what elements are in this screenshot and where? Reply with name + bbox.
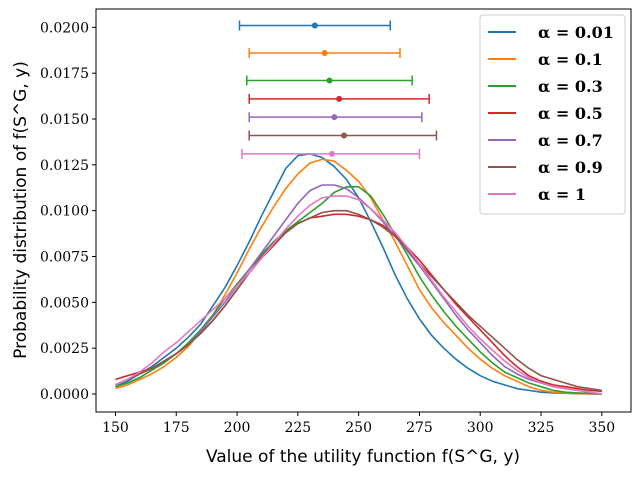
legend: α = 0.01 α = 0.1 α = 0.3 α = 0.5 α = 0.7 α = … <box>479 14 626 215</box>
series-line-2 <box>115 186 602 395</box>
error-bar-6 <box>241 148 421 159</box>
legend-item-1: α = 0.1 <box>488 50 603 69</box>
legend-item-0: α = 0.01 <box>488 23 614 42</box>
error-bar-4 <box>248 112 423 123</box>
x-axis-label: Value of the utility function f(S^G, y) <box>206 447 520 467</box>
y-tick-label: 0.0125 <box>40 158 89 174</box>
legend-item-2: α = 0.3 <box>488 77 603 96</box>
x-tick-label: 325 <box>528 420 555 436</box>
series-line-6 <box>115 195 602 395</box>
legend-item-5: α = 0.9 <box>488 158 603 177</box>
y-tick-label: 0.0025 <box>40 341 89 357</box>
x-tick-label: 175 <box>163 420 190 436</box>
legend-label: α = 0.1 <box>538 50 603 69</box>
error-bar-point-1 <box>321 50 328 57</box>
x-tick-label: 150 <box>102 420 129 436</box>
legend-item-3: α = 0.5 <box>488 104 603 123</box>
error-bar-2 <box>246 75 413 86</box>
legend-label: α = 0.9 <box>538 158 603 177</box>
y-tick-label: 0.0150 <box>40 112 89 128</box>
legend-label: α = 0.3 <box>538 77 603 96</box>
error-bar-point-2 <box>326 77 333 84</box>
error-bars <box>238 20 438 159</box>
error-bar-5 <box>248 130 438 141</box>
y-axis-label: Probability distribution of f(S^G, y) <box>11 61 31 359</box>
error-bar-point-3 <box>336 95 343 102</box>
x-tick-label: 275 <box>406 420 433 436</box>
error-bar-point-6 <box>328 150 335 157</box>
y-tick-label: 0.0100 <box>40 204 89 220</box>
legend-item-4: α = 0.7 <box>488 131 603 150</box>
legend-item-6: α = 1 <box>488 185 586 204</box>
legend-label: α = 0.7 <box>538 131 603 150</box>
y-axis-ticks: 0.0000 0.0025 0.0050 0.0075 0.0100 0.0125 0.01… <box>40 20 96 403</box>
y-tick-label: 0.0075 <box>40 250 89 266</box>
legend-label: α = 0.01 <box>538 23 614 42</box>
x-axis-ticks: 150 175 200 225 250 275 300 325 350 <box>102 412 615 436</box>
y-tick-label: 0.0175 <box>40 66 89 82</box>
legend-box <box>479 14 626 215</box>
x-tick-label: 300 <box>467 420 494 436</box>
x-tick-label: 200 <box>224 420 251 436</box>
series-line-4 <box>115 184 602 395</box>
y-tick-label: 0.0200 <box>40 20 89 36</box>
legend-label: α = 0.5 <box>538 104 603 123</box>
error-bar-1 <box>248 48 401 59</box>
x-tick-label: 350 <box>588 420 615 436</box>
y-tick-label: 0.0000 <box>40 387 89 403</box>
y-tick-label: 0.0050 <box>40 295 89 311</box>
series-lines <box>115 153 602 395</box>
series-line-5 <box>115 209 602 392</box>
error-bar-point-4 <box>331 114 338 121</box>
x-tick-label: 250 <box>345 420 372 436</box>
legend-label: α = 1 <box>538 185 586 204</box>
x-tick-label: 225 <box>284 420 311 436</box>
error-bar-point-0 <box>311 22 318 29</box>
error-bar-0 <box>238 20 391 31</box>
error-bar-3 <box>248 93 430 104</box>
error-bar-point-5 <box>341 132 348 139</box>
